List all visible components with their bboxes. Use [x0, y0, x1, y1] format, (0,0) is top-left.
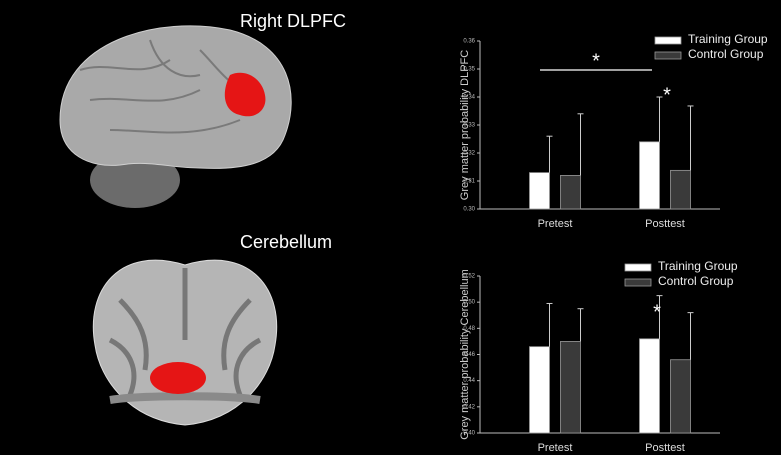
y-tick-label: 0.44: [463, 378, 475, 384]
annotation: *: [592, 50, 600, 72]
y-tick-label: 0.52: [463, 274, 475, 280]
y-axis-label: Grey matter probability Cerebellum: [459, 269, 471, 440]
legend-label: Control Group: [658, 274, 734, 288]
bar: [670, 169, 691, 210]
y-tick-label: 0.42: [463, 404, 475, 410]
legend-label: Training Group: [658, 259, 738, 273]
legend-swatch: [654, 51, 682, 60]
y-tick-label: 0.31: [463, 179, 475, 185]
y-tick-label: 0.40: [463, 431, 475, 437]
bar: [670, 359, 691, 434]
y-tick-label: 0.30: [463, 207, 475, 213]
y-tick-label: 0.33: [463, 123, 475, 129]
y-tick-label: 0.36: [463, 39, 475, 45]
bar: [560, 341, 581, 434]
y-tick-label: 0.48: [463, 326, 475, 332]
legend-label: Control Group: [688, 47, 764, 61]
bar: [639, 338, 660, 434]
y-tick-label: 0.46: [463, 352, 475, 358]
x-tick-label: Pretest: [538, 442, 573, 454]
legend-swatch: [624, 263, 652, 272]
legend-swatch: [624, 278, 652, 287]
bar: [529, 172, 550, 210]
annotation: *: [663, 84, 671, 106]
legend-label: Training Group: [688, 32, 768, 46]
bar: [529, 346, 550, 434]
brain-coronal: [92, 259, 278, 426]
brain-lateral: [59, 25, 292, 208]
y-tick-label: 0.50: [463, 300, 475, 306]
x-tick-label: Posttest: [645, 442, 685, 454]
y-axis-label: Grey matter probability DLPFC: [459, 50, 471, 200]
x-tick-label: Posttest: [645, 218, 685, 230]
image-label: Right DLPFC: [240, 11, 346, 31]
y-tick-label: 0.32: [463, 151, 475, 157]
image-label: Cerebellum: [240, 232, 332, 252]
y-tick-label: 0.35: [463, 67, 475, 73]
bar: [560, 174, 581, 210]
annotation: *: [653, 301, 661, 323]
bar: [639, 141, 660, 210]
legend-swatch: [654, 36, 682, 45]
y-tick-label: 0.34: [463, 95, 475, 101]
x-tick-label: Pretest: [538, 218, 573, 230]
